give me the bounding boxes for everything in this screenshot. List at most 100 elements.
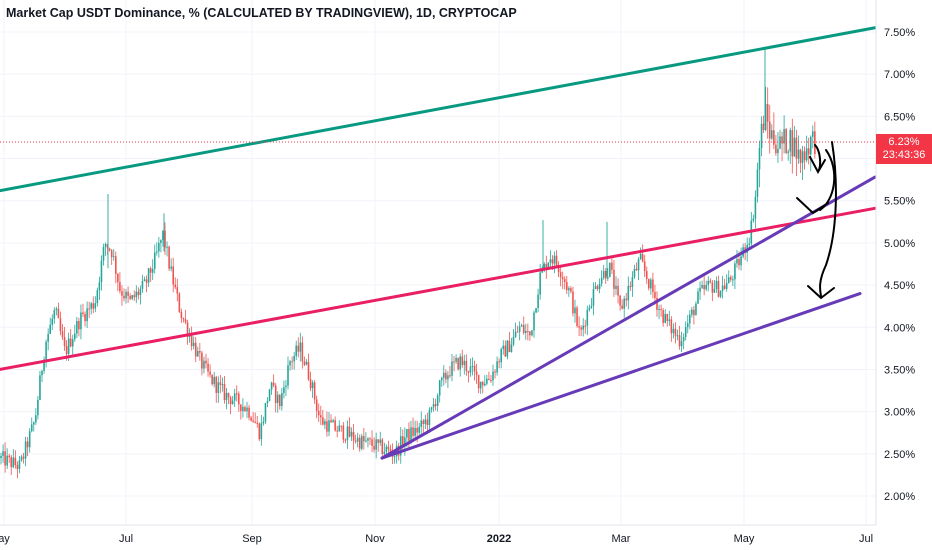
candle-body (112, 256, 115, 258)
candle-body (223, 384, 226, 401)
candle-body (795, 137, 798, 159)
candle-body (633, 268, 636, 278)
candle-body (555, 255, 558, 266)
candle-body (361, 436, 363, 449)
candle-body (14, 457, 17, 465)
candle-body (779, 136, 781, 149)
candle-body (725, 282, 728, 289)
candle-body (49, 324, 51, 334)
candle-body (814, 131, 816, 154)
candle-body (369, 438, 371, 440)
trend-line[interactable] (0, 206, 877, 371)
candle-body (512, 336, 515, 345)
candle-body (756, 169, 759, 197)
candle-body (363, 436, 365, 442)
candle-body (481, 381, 484, 386)
candle-body (418, 426, 420, 433)
candle-body (445, 372, 447, 380)
candle-body (785, 129, 787, 153)
bar-countdown: 23:43:36 (882, 149, 926, 161)
candle-body (338, 425, 341, 432)
y-tick-label: 7.00% (884, 69, 915, 81)
candle-body (771, 130, 773, 139)
candle-body (47, 333, 49, 342)
candle-body (115, 256, 117, 274)
candle-body (110, 250, 113, 258)
candle-body (453, 361, 455, 363)
trend-line[interactable] (380, 175, 877, 460)
candle-body (166, 246, 168, 248)
candle-body (559, 272, 562, 278)
candle-body (658, 308, 660, 310)
candle-body (563, 279, 566, 282)
candle-body (582, 325, 584, 330)
candle-body (264, 403, 267, 422)
candle-body (504, 345, 507, 357)
candle-body (246, 407, 248, 412)
candle-body (496, 361, 498, 373)
candle-body (8, 455, 10, 458)
candle-body (414, 427, 416, 436)
candle-body (88, 308, 90, 310)
candle-body (773, 130, 775, 145)
candle-body (371, 439, 373, 446)
candle-body (529, 331, 531, 336)
candle-body (623, 298, 625, 309)
candle-body (736, 259, 738, 264)
candle-body (86, 308, 88, 322)
candle-body (600, 277, 603, 284)
candle-body (803, 151, 806, 161)
x-axis: ay Jul Sep Nov 2022 Mar May Jul (0, 533, 873, 545)
candle-body (315, 399, 318, 411)
candle-body (238, 393, 240, 405)
y-tick-label: 4.50% (884, 280, 915, 292)
trend-line[interactable] (0, 26, 877, 193)
candle-body (787, 151, 789, 153)
trend-line[interactable] (380, 292, 862, 460)
candle-body (598, 283, 601, 290)
candle-body (522, 325, 525, 333)
candle-body (139, 288, 142, 296)
candle-body (213, 376, 215, 385)
candle-body (71, 339, 74, 347)
candle-body (693, 309, 695, 316)
candle-body (256, 422, 259, 424)
candle-body (574, 307, 576, 314)
arrow-short (809, 144, 826, 175)
candle-body (656, 297, 658, 310)
candle-body (664, 313, 666, 323)
candle-body (625, 298, 628, 301)
candle-body (51, 318, 54, 325)
candle-body (119, 282, 121, 292)
candle-body (654, 292, 656, 298)
candle-body (709, 280, 712, 283)
candle-body (287, 365, 289, 386)
candle-body (16, 464, 19, 469)
candle-body (57, 308, 60, 319)
candle-body (402, 436, 404, 446)
candle-body (438, 380, 441, 396)
candle-body (133, 295, 136, 298)
candle-body (447, 375, 449, 380)
trend-lines-layer (0, 26, 877, 460)
candle-body (194, 342, 197, 357)
candle-body (324, 421, 326, 425)
candle-body (590, 305, 593, 308)
candle-body (510, 344, 513, 353)
candle-body (67, 338, 70, 354)
candle-body (100, 260, 103, 283)
candle-body (248, 407, 250, 418)
candle-body (55, 308, 58, 311)
candle-body (252, 420, 254, 422)
candle-body (643, 261, 646, 272)
x-tick-label: Nov (365, 533, 385, 545)
candle-body (535, 308, 537, 313)
candle-body (320, 415, 322, 418)
candle-body (4, 451, 6, 466)
candle-body (793, 137, 796, 157)
candle-body (752, 218, 755, 221)
candle-body (781, 136, 783, 144)
candle-body (266, 400, 269, 404)
candle-body (350, 431, 353, 437)
